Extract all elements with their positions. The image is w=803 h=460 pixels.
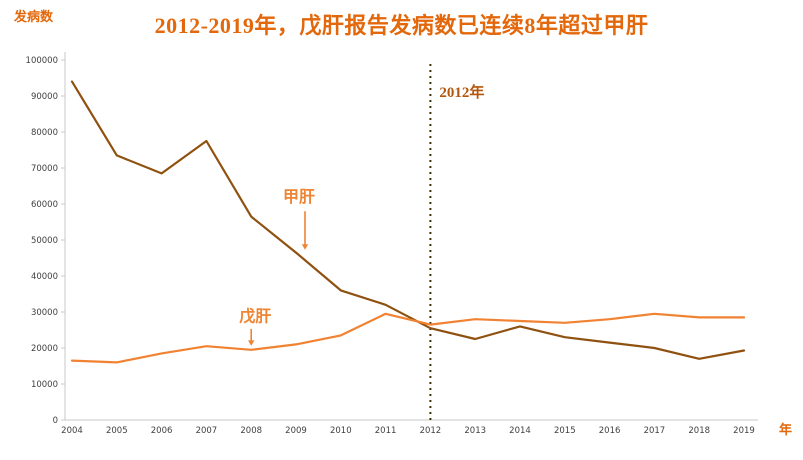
x-tick-label: 2018	[688, 426, 710, 436]
y-tick-label: 20000	[31, 344, 58, 354]
y-tick-label: 60000	[31, 200, 58, 210]
y-axis-title: 发病数	[14, 9, 54, 24]
x-tick-label: 2013	[464, 426, 486, 436]
chart-title: 2012-2019年，戊肝报告发病数已连续8年超过甲肝	[154, 13, 649, 38]
y-tick-label: 50000	[31, 236, 58, 246]
x-tick-label: 2012	[420, 426, 442, 436]
x-tick-label: 2004	[61, 426, 83, 436]
x-tick-label: 2008	[240, 426, 262, 436]
series-jiagan-line	[70, 80, 746, 360]
y-tick-label: 10000	[31, 380, 58, 390]
x-tick-label: 2007	[196, 426, 218, 436]
jiagan-annotation-label: 甲肝	[283, 188, 315, 206]
x-tick-label: 2010	[330, 426, 352, 436]
x-tick-label: 2014	[509, 426, 531, 436]
x-axis-title: 年	[779, 422, 793, 437]
y-tick-label: 90000	[31, 92, 58, 102]
x-tick-label: 2019	[733, 426, 755, 436]
y-tick-label: 70000	[31, 164, 58, 174]
wugan-annotation-label: 戊肝	[239, 307, 271, 326]
y-tick-label: 30000	[31, 308, 58, 318]
x-tick-label: 2009	[285, 426, 307, 436]
y-tick-label: 100000	[26, 56, 58, 66]
x-tick-label: 2006	[151, 426, 173, 436]
y-tick-label: 80000	[31, 128, 58, 138]
series-wugan-line	[70, 312, 746, 364]
x-tick-label: 2017	[644, 426, 666, 436]
x-tick-label: 2016	[599, 426, 621, 436]
y-tick-label: 40000	[31, 272, 58, 282]
x-tick-label: 2015	[554, 426, 576, 436]
vline-2012-label: 2012年	[439, 83, 484, 101]
x-tick-label: 2005	[106, 426, 128, 436]
wugan-annotation-arrowhead	[248, 340, 255, 346]
x-tick-label: 2011	[375, 426, 397, 436]
y-tick-label: 0	[53, 416, 58, 426]
jiagan-annotation-arrowhead	[301, 244, 309, 250]
